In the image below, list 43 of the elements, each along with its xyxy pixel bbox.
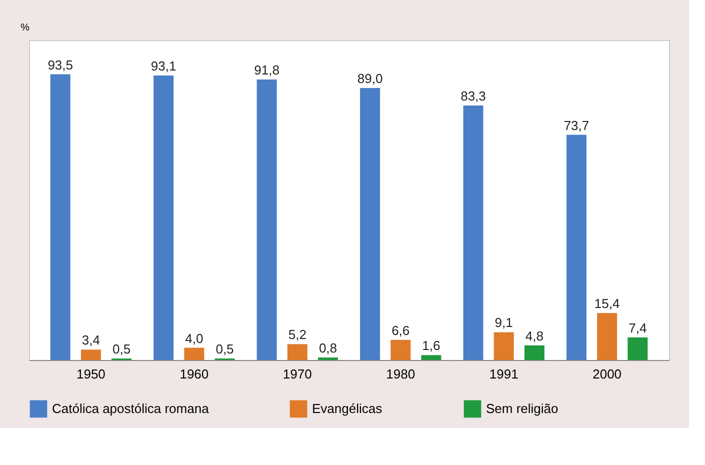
- x-tick-label: 1960: [180, 366, 209, 382]
- legend-label: Sem religião: [486, 400, 558, 416]
- data-label: 73,7: [564, 118, 590, 133]
- legend-label: Evangélicas: [312, 400, 383, 416]
- bar: [628, 337, 648, 360]
- bar: [494, 332, 514, 360]
- data-label: 9,1: [494, 315, 513, 330]
- x-tick-label: 1991: [489, 366, 518, 382]
- data-label: 5,2: [288, 327, 306, 342]
- bar: [390, 340, 411, 360]
- data-label: 83,3: [460, 88, 486, 104]
- data-label: 4,8: [525, 328, 544, 344]
- x-tick-label: 2000: [592, 366, 622, 382]
- bar: [256, 79, 277, 360]
- legend-label: Católica apostólica romana: [52, 400, 210, 416]
- data-label: 3,4: [82, 332, 100, 348]
- data-label: 7,4: [628, 320, 647, 336]
- x-tick-label: 1950: [76, 366, 106, 382]
- data-label: 93,5: [48, 57, 74, 72]
- y-axis-title: %: [20, 22, 30, 34]
- bar: [597, 312, 618, 360]
- data-label: 6,6: [392, 322, 410, 338]
- x-tick-label: 1970: [282, 366, 312, 382]
- data-label: 4,0: [185, 330, 204, 346]
- data-label: 15,4: [594, 296, 620, 311]
- data-label: 0,8: [318, 340, 338, 356]
- data-label: 1,6: [422, 338, 440, 354]
- x-tick-label: 1980: [386, 366, 416, 382]
- bar: [566, 134, 586, 360]
- data-label: 93,1: [150, 58, 176, 74]
- bar: [421, 355, 442, 360]
- bar: [184, 348, 204, 360]
- bar: [154, 76, 174, 360]
- data-label: 0,5: [216, 341, 234, 356]
- data-label: 0,5: [112, 341, 131, 356]
- bar: [463, 105, 484, 360]
- bar: [524, 345, 544, 360]
- bar: [80, 350, 101, 360]
- bar: [287, 344, 308, 360]
- data-label: 89,0: [357, 71, 383, 86]
- data-label: 91,8: [254, 62, 280, 78]
- bar: [50, 74, 70, 360]
- bar: [360, 88, 380, 360]
